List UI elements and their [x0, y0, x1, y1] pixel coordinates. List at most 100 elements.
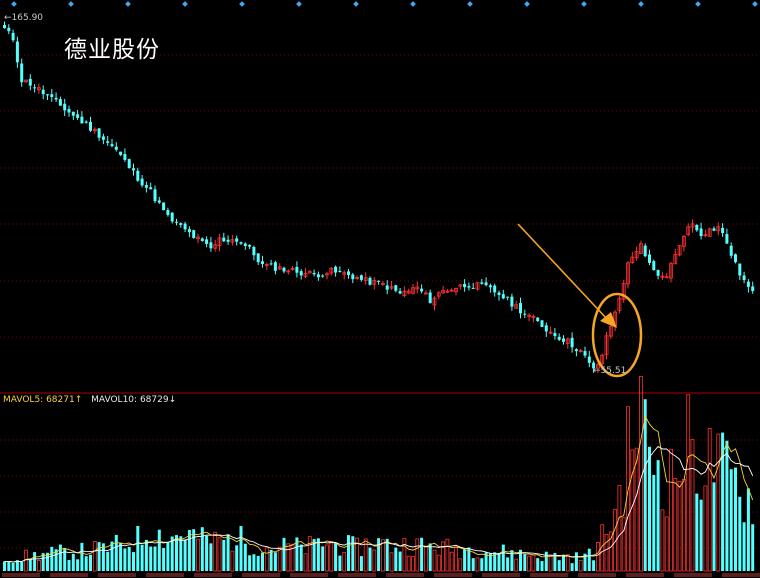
- volume-bar-up: [380, 539, 385, 572]
- bottom-tab[interactable]: [146, 573, 184, 577]
- candle-down: [101, 136, 105, 140]
- candle-down: [428, 292, 432, 304]
- candle-down: [643, 245, 647, 257]
- candle-down: [467, 286, 471, 288]
- volume-bar-up: [329, 540, 334, 572]
- volume-bar-down: [282, 537, 286, 571]
- volume-bar-down: [20, 561, 24, 571]
- volume-bar-down: [738, 496, 742, 571]
- volume-legend: MAVOL5: 68271↑ MAVOL10: 68729↓: [3, 395, 176, 405]
- candle-up: [617, 297, 622, 311]
- volume-bar-down: [179, 536, 183, 571]
- candle-down: [488, 285, 492, 288]
- volume-bar-down: [170, 536, 174, 571]
- candle-down: [114, 146, 118, 150]
- volume-bar-down: [746, 488, 750, 571]
- candle-up: [445, 290, 450, 293]
- candle-up: [372, 279, 377, 285]
- candle-down: [398, 291, 402, 294]
- candle-down: [648, 254, 651, 263]
- volume-bar-up: [372, 549, 377, 572]
- volume-bar-down: [338, 555, 342, 571]
- candle-down: [695, 224, 699, 231]
- bottom-tab[interactable]: [626, 573, 664, 577]
- volume-bar-down: [123, 548, 127, 571]
- volume-bar-down: [695, 493, 699, 571]
- candle-down: [269, 263, 273, 265]
- volume-bar-down: [321, 546, 325, 571]
- volume-bar-down: [570, 563, 574, 571]
- candle-down: [570, 337, 574, 348]
- volume-bar-up: [307, 536, 312, 572]
- volume-bar-down: [80, 542, 84, 571]
- volume-bar-down: [347, 535, 350, 571]
- date-marker: [353, 1, 359, 7]
- candle-up: [325, 273, 329, 276]
- date-marker: [638, 1, 644, 7]
- candle-down: [420, 288, 424, 292]
- volume-bar-down: [316, 538, 320, 571]
- volume-bar-up: [703, 485, 708, 572]
- volume-bar-down: [394, 547, 398, 571]
- volume-bar-down: [50, 546, 54, 571]
- low-price-value: 55.51: [600, 366, 627, 376]
- volume-bar-down: [166, 541, 170, 571]
- candle-down: [273, 262, 277, 271]
- volume-bar-up: [342, 551, 347, 572]
- volume-bar-down: [519, 549, 522, 571]
- bottom-tab[interactable]: [2, 573, 40, 577]
- volume-bar-down: [734, 467, 737, 571]
- volume-bar-down: [252, 554, 256, 571]
- candle-up: [475, 282, 480, 290]
- candle-down: [553, 333, 557, 337]
- candle-down: [50, 94, 54, 97]
- candle-down: [721, 227, 725, 234]
- bottom-tab[interactable]: [98, 573, 136, 577]
- candle-down: [471, 287, 475, 289]
- volume-bar-down: [312, 539, 316, 571]
- candle-up: [630, 256, 635, 263]
- bottom-tab[interactable]: [338, 573, 376, 577]
- volume-bar-up: [690, 439, 695, 572]
- candle-down: [368, 277, 372, 285]
- bottom-tab[interactable]: [530, 573, 568, 577]
- candle-down: [523, 313, 527, 315]
- volume-bar-up: [415, 538, 420, 572]
- highlight-ellipse: [591, 292, 643, 378]
- volume-bar-up: [677, 480, 682, 572]
- volume-bar-up: [355, 537, 360, 572]
- candle-up: [264, 264, 269, 266]
- volume-bar-down: [742, 522, 746, 571]
- bottom-tab[interactable]: [578, 573, 616, 577]
- candle-down: [540, 320, 544, 327]
- mavol5-line: [4, 414, 754, 563]
- candle-up: [686, 226, 691, 235]
- candle-up: [458, 284, 463, 287]
- candle-down: [76, 114, 80, 118]
- candle-down: [226, 239, 230, 242]
- bottom-tab[interactable]: [242, 573, 280, 577]
- bottom-tab[interactable]: [674, 573, 712, 577]
- volume-bar-up: [608, 531, 613, 572]
- volume-bar-down: [256, 555, 260, 571]
- volume-bar-down: [7, 561, 11, 571]
- bottom-tab[interactable]: [434, 573, 472, 577]
- volume-bar-up: [578, 560, 583, 572]
- bottom-tab[interactable]: [386, 573, 424, 577]
- bottom-tab[interactable]: [50, 573, 88, 577]
- annotation-layer: [517, 223, 643, 378]
- volume-bar-down: [261, 552, 264, 571]
- volume-bar-up: [548, 555, 553, 572]
- candle-up: [677, 245, 682, 256]
- volume-bar-down: [11, 562, 15, 571]
- candle-up: [290, 268, 295, 270]
- bottom-tab[interactable]: [722, 573, 760, 577]
- bottom-tab[interactable]: [482, 573, 520, 577]
- volume-bar-down: [592, 560, 596, 571]
- candle-up: [423, 292, 428, 295]
- bottom-tab[interactable]: [194, 573, 232, 577]
- bottom-tab[interactable]: [290, 573, 328, 577]
- volume-bar-up: [634, 447, 639, 572]
- candle-down: [592, 362, 596, 369]
- candle-down: [248, 244, 252, 247]
